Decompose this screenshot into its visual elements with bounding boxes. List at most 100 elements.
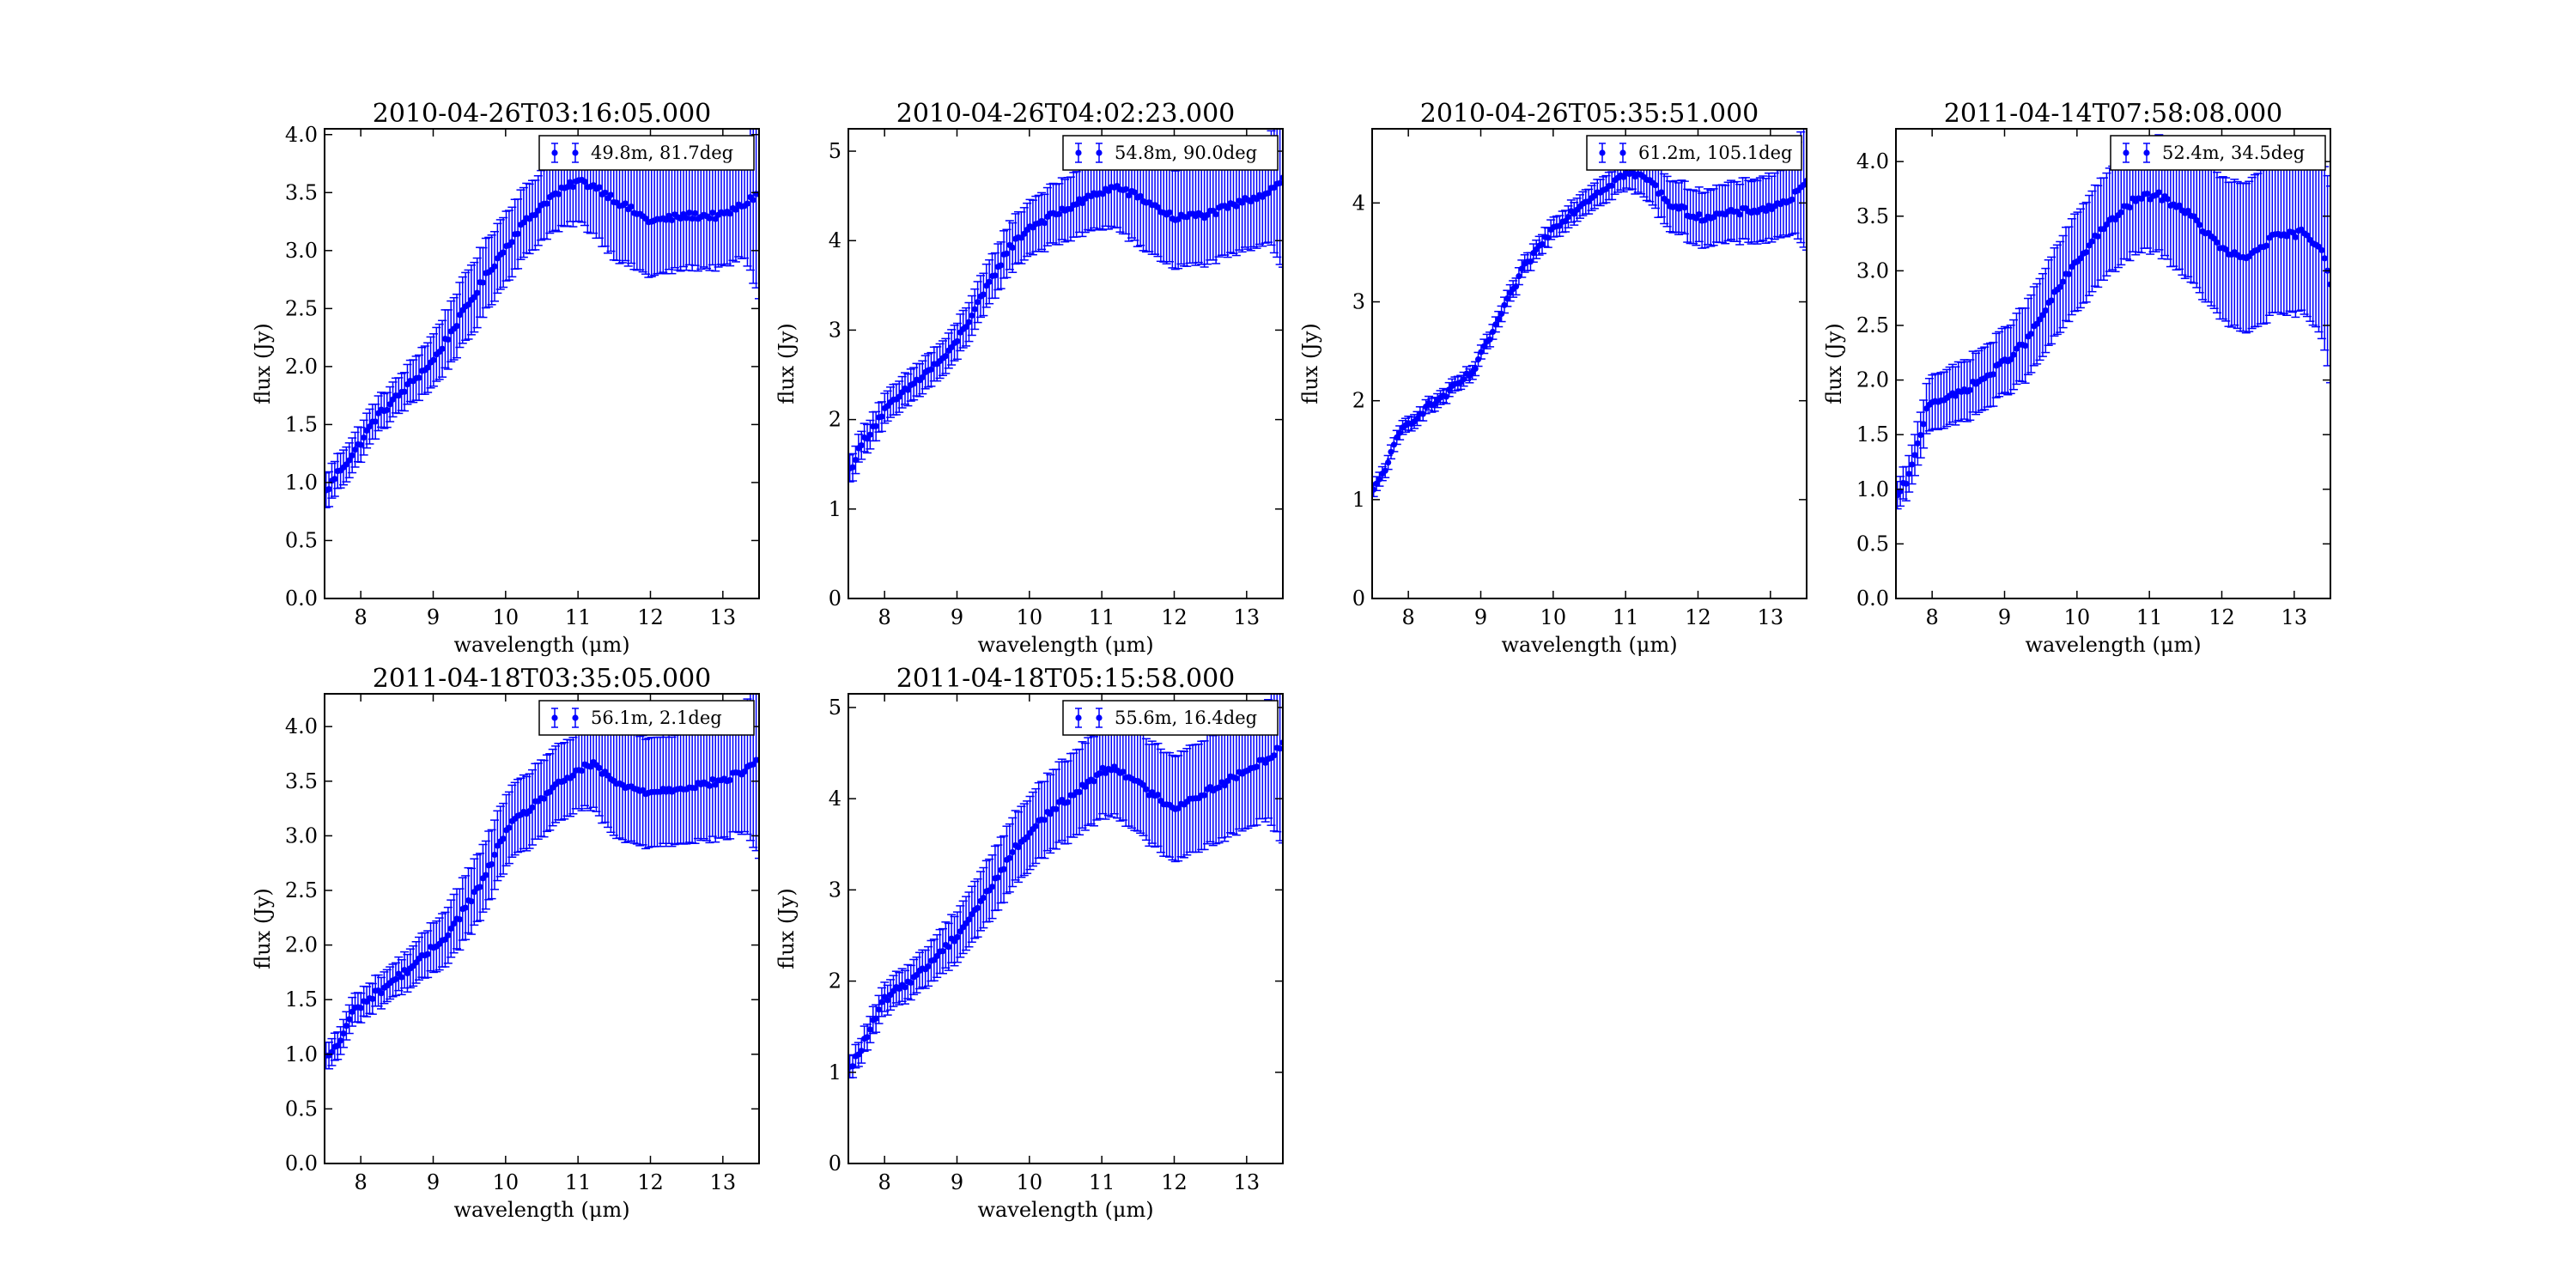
y-tick-label: 3: [829, 318, 841, 342]
data-point: [1277, 179, 1283, 186]
y-tick-label: 2: [829, 969, 841, 993]
data-point: [689, 215, 696, 222]
x-tick-label: 8: [1926, 605, 1939, 629]
data-point: [878, 999, 885, 1005]
data-point: [2164, 196, 2172, 203]
data-point: [1078, 199, 1086, 207]
data-point: [1154, 204, 1162, 210]
legend-marker: [1096, 149, 1103, 156]
data-point: [1224, 204, 1231, 211]
data-point: [529, 804, 536, 811]
data-point: [709, 210, 716, 216]
data-point: [2289, 229, 2296, 236]
y-tick-label: 2.5: [285, 296, 318, 320]
data-point: [540, 795, 548, 802]
data-point: [1126, 191, 1133, 199]
data-point: [942, 353, 949, 360]
chart-title: 2011-04-14T07:58:08.000: [1944, 99, 2283, 129]
data-point: [465, 301, 472, 308]
x-tick-label: 13: [2281, 605, 2308, 629]
data-point: [1265, 190, 1272, 197]
data-point: [1139, 781, 1147, 788]
legend-marker: [572, 714, 579, 721]
data-point: [384, 406, 391, 414]
data-point: [965, 916, 973, 923]
data-point: [1006, 854, 1013, 861]
y-tick-label: 0: [829, 1151, 841, 1176]
data-point: [456, 312, 463, 319]
data-point: [927, 366, 935, 373]
legend-marker: [551, 149, 558, 156]
data-point: [416, 374, 422, 381]
x-tick-label: 12: [637, 605, 664, 629]
data-point: [2193, 217, 2200, 224]
y-tick-label: 1.5: [285, 412, 318, 436]
x-tick-label: 11: [1089, 605, 1115, 629]
data-point: [346, 1016, 353, 1023]
data-point: [596, 184, 603, 191]
data-point: [532, 211, 538, 218]
x-tick-label: 13: [1234, 1170, 1261, 1194]
axes-frame: [324, 693, 760, 1164]
data-point: [2008, 355, 2014, 363]
data-point: [1658, 189, 1665, 196]
y-tick-label: 0.5: [1856, 532, 1889, 556]
x-axis-label: wavelength (μm): [453, 1198, 629, 1222]
y-axis-label: flux (Jy): [251, 323, 275, 404]
data-point: [665, 212, 672, 219]
data-point: [1215, 784, 1223, 791]
data-point: [1990, 371, 1996, 378]
legend-marker: [1075, 149, 1082, 156]
data-point: [508, 239, 515, 246]
data-point: [1120, 769, 1127, 775]
x-axis-label: wavelength (μm): [977, 1198, 1153, 1222]
data-point: [1652, 182, 1659, 189]
chart-title: 2011-04-18T03:35:05.000: [373, 664, 712, 694]
data-point: [2138, 195, 2145, 203]
data-point: [2283, 233, 2290, 240]
x-tick-label: 9: [427, 1170, 440, 1194]
data-point: [587, 763, 594, 770]
legend: 54.8m, 90.0deg: [1062, 135, 1279, 171]
y-tick-label: 0.0: [285, 1151, 318, 1176]
data-point: [866, 431, 873, 438]
data-point: [1966, 386, 1973, 393]
legend-label: 49.8m, 81.7deg: [591, 143, 733, 163]
y-tick-label: 2: [1352, 389, 1365, 413]
data-point: [1492, 321, 1499, 328]
data-point: [954, 933, 961, 940]
data-point: [986, 278, 993, 285]
x-tick-label: 10: [1017, 1170, 1043, 1194]
data-point: [908, 979, 914, 987]
data-point: [544, 200, 550, 207]
y-axis-label: flux (Jy): [775, 323, 799, 404]
x-tick-label: 11: [2136, 605, 2163, 629]
data-point: [2022, 342, 2029, 349]
data-point: [404, 969, 411, 977]
data-point: [2094, 233, 2101, 240]
data-point: [969, 911, 975, 918]
data-point: [578, 768, 586, 775]
axes-frame: [1895, 128, 2331, 599]
data-point: [2222, 246, 2229, 253]
x-tick-label: 13: [710, 605, 737, 629]
data-point: [686, 210, 693, 216]
data-point: [2065, 270, 2072, 277]
data-point: [1055, 210, 1062, 217]
data-point: [424, 364, 431, 371]
data-point: [325, 486, 332, 493]
data-point: [628, 204, 635, 210]
data-point: [357, 441, 364, 448]
y-tick-label: 4: [829, 787, 841, 811]
x-tick-label: 12: [1161, 605, 1188, 629]
data-series: [1372, 129, 1807, 498]
axes-frame: [324, 128, 760, 599]
data-point: [1516, 273, 1522, 280]
data-point: [2100, 226, 2107, 233]
data-point: [668, 216, 676, 224]
y-axis-label: flux (Jy): [775, 888, 799, 969]
y-tick-label: 0: [1352, 586, 1365, 611]
data-point: [1064, 799, 1072, 805]
y-tick-label: 1.0: [1856, 477, 1889, 501]
chart-title: 2010-04-26T05:35:51.000: [1420, 99, 1759, 129]
